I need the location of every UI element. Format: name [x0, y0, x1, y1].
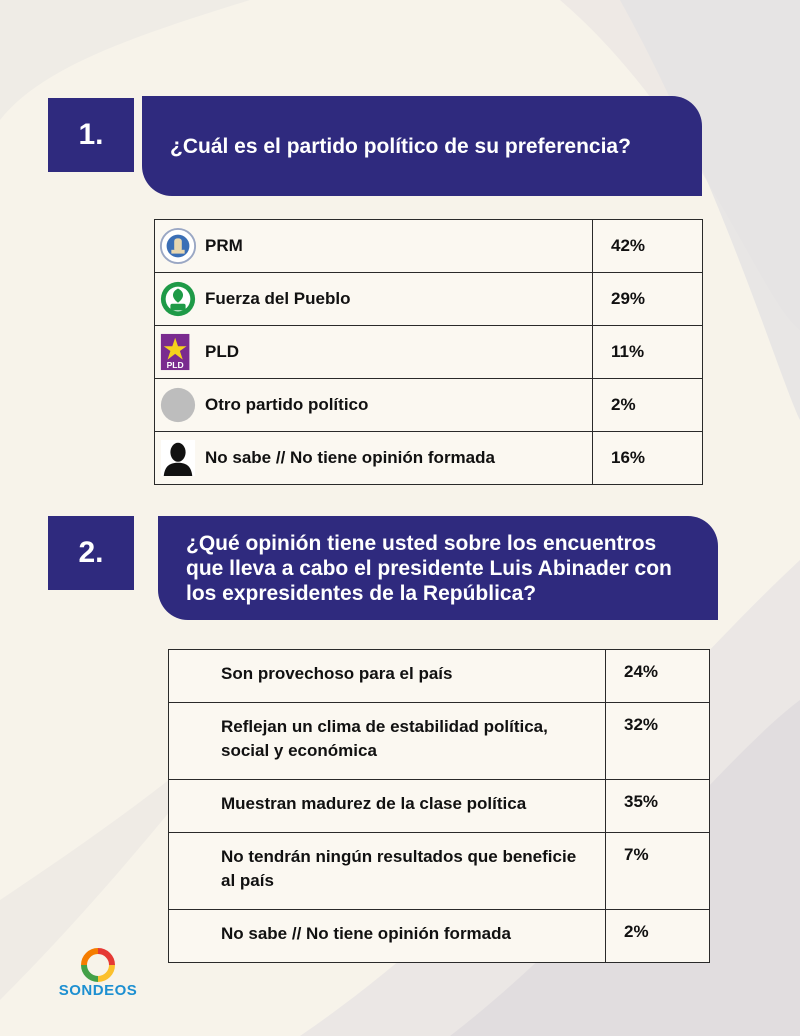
table-row: Reflejan un clima de estabilidad polític… [168, 702, 710, 780]
question-number-1: 1. [48, 98, 134, 172]
row-label: PRM [205, 236, 243, 255]
row-value: 2% [605, 909, 710, 963]
sondeos-logo: SONDEOS [52, 948, 144, 1004]
row-label: Muestran madurez de la clase política [168, 779, 606, 833]
row-label: Reflejan un clima de estabilidad polític… [168, 702, 606, 780]
question-number-2: 2. [48, 516, 134, 590]
row-value: 42% [592, 219, 703, 273]
table-row: PRM 42% [154, 219, 703, 273]
prm-logo-icon [159, 227, 197, 265]
question-2-results-table: Son provechoso para el país 24% Reflejan… [168, 649, 710, 963]
row-value: 35% [605, 779, 710, 833]
table-row: No sabe // No tiene opinión formada 16% [154, 431, 703, 485]
question-2-banner: ¿Qué opinión tiene usted sobre los encue… [158, 516, 718, 620]
table-row: No sabe // No tiene opinión formada 2% [168, 909, 710, 963]
row-value: 24% [605, 649, 710, 703]
person-silhouette-icon [160, 439, 196, 477]
row-value: 11% [592, 325, 703, 379]
row-label: Son provechoso para el país [168, 649, 606, 703]
row-label: Fuerza del Pueblo [205, 289, 351, 308]
question-1-text: ¿Cuál es el partido político de su prefe… [170, 134, 631, 158]
row-label: No sabe // No tiene opinión formada [168, 909, 606, 963]
table-row: Muestran madurez de la clase política 35… [168, 779, 710, 833]
table-row: PLD PLD 11% [154, 325, 703, 379]
svg-text:PLD: PLD [167, 360, 184, 370]
pld-logo-icon: PLD [160, 333, 190, 370]
table-row: Fuerza del Pueblo 29% [154, 272, 703, 326]
question-1-results-table: PRM 42% Fuerza del Pueblo 29% [154, 219, 703, 485]
row-value: 16% [592, 431, 703, 485]
row-value: 7% [605, 832, 710, 910]
logo-text: SONDEOS [58, 982, 138, 999]
row-value: 2% [592, 378, 703, 432]
table-row: Otro partido político 2% [154, 378, 703, 432]
row-label: PLD [205, 342, 239, 361]
question-2-text: ¿Qué opinión tiene usted sobre los encue… [186, 531, 672, 605]
fuerza-del-pueblo-logo-icon [160, 281, 196, 317]
sondeos-ring-icon [81, 948, 115, 982]
row-label: No sabe // No tiene opinión formada [205, 448, 495, 467]
gray-circle-icon [160, 387, 196, 423]
row-value: 32% [605, 702, 710, 780]
table-row: No tendrán ningún resultados que benefic… [168, 832, 710, 910]
row-label: Otro partido político [205, 395, 369, 414]
table-row: Son provechoso para el país 24% [168, 649, 710, 703]
row-label: No tendrán ningún resultados que benefic… [168, 832, 606, 910]
question-1-banner: ¿Cuál es el partido político de su prefe… [142, 96, 702, 196]
row-value: 29% [592, 272, 703, 326]
